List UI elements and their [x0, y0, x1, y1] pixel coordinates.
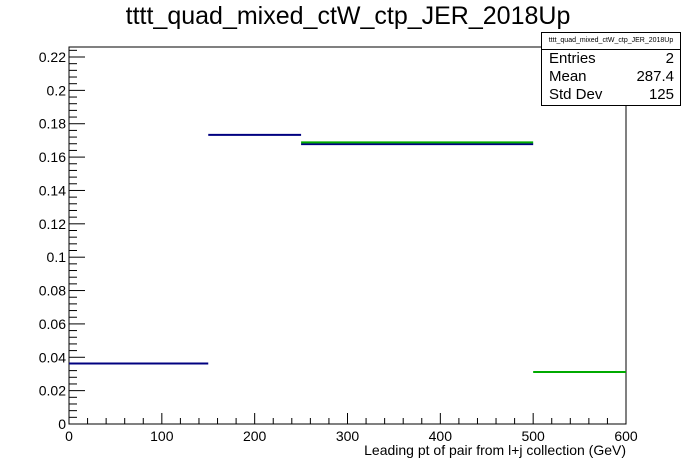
y-tick-label: 0.22 [39, 49, 66, 65]
stats-row-entries: Entries 2 [542, 50, 680, 68]
stats-value: 125 [648, 86, 674, 103]
stats-label: Std Dev [549, 86, 603, 103]
y-tick-label: 0.2 [47, 82, 67, 98]
y-tick-label: 0.16 [39, 149, 66, 165]
y-tick-label: 0.18 [39, 116, 66, 132]
x-tick-label: 100 [150, 428, 174, 444]
chart-title: tttt_quad_mixed_ctW_ctp_JER_2018Up [125, 2, 571, 30]
stats-label: Mean [549, 68, 587, 85]
axis-tick-labels: 0 100 200 300 400 500 600 0 0.02 0.04 0.06 0.08 0.1 0… [39, 49, 638, 444]
y-tick-label: 0.04 [39, 349, 66, 365]
stats-row-stddev: Std Dev 125 [542, 86, 680, 104]
x-tick-label: 600 [614, 428, 638, 444]
x-tick-label: 0 [65, 428, 73, 444]
y-tick-label: 0.02 [39, 383, 66, 399]
stats-value: 287.4 [636, 68, 674, 85]
y-tick-label: 0.14 [39, 182, 66, 198]
stats-row-mean: Mean 287.4 [542, 68, 680, 86]
y-tick-label: 0.08 [39, 283, 66, 299]
y-tick-label: 0 [58, 416, 66, 432]
stats-label: Entries [549, 50, 596, 67]
x-tick-label: 300 [336, 428, 360, 444]
y-tick-label: 0.1 [47, 249, 67, 265]
x-tick-label: 200 [243, 428, 267, 444]
histogram-bins [69, 133, 626, 373]
x-tick-label: 500 [521, 428, 545, 444]
stats-title: tttt_quad_mixed_ctW_ctp_JER_2018Up [542, 33, 680, 50]
y-tick-label: 0.12 [39, 216, 66, 232]
y-tick-label: 0.06 [39, 316, 66, 332]
x-axis-label: Leading pt of pair from l+j collection (… [364, 442, 626, 458]
stats-value: 2 [665, 50, 674, 67]
axis-ticks [68, 49, 627, 425]
x-tick-label: 400 [429, 428, 453, 444]
stats-box: tttt_quad_mixed_ctW_ctp_JER_2018Up Entri… [541, 32, 681, 106]
